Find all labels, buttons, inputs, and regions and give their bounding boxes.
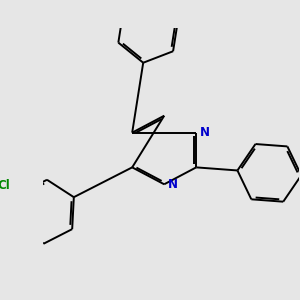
Text: N: N xyxy=(168,178,178,191)
Text: Cl: Cl xyxy=(0,178,11,192)
Text: N: N xyxy=(200,126,210,139)
